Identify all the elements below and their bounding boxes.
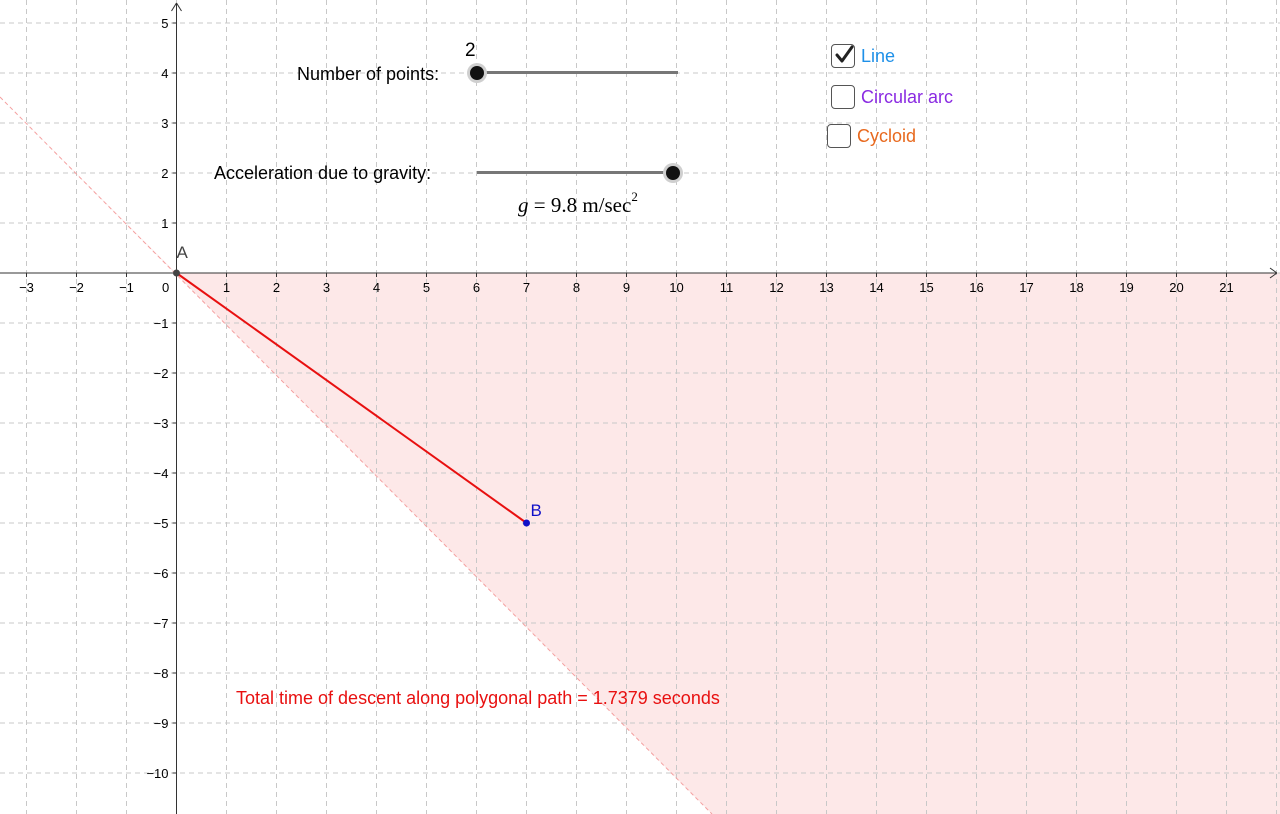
y-tick-label: −10 (146, 766, 168, 781)
y-tick-label: 5 (161, 16, 168, 31)
y-axis-arrow (176, 2, 182, 12)
circular-arc-checkbox-label[interactable]: Circular arc (861, 87, 954, 107)
x-tick-label: 4 (373, 280, 380, 295)
gravity-slider-track[interactable] (477, 171, 673, 174)
x-tick-label: 21 (1219, 280, 1233, 295)
point-b[interactable] (523, 519, 530, 527)
gravity-slider-knob[interactable] (666, 166, 680, 180)
y-axis-tick-labels: 5 4 3 2 1 −1 −2 −3 −4 −5 −6 −7 −8 −9 −10 (146, 16, 168, 781)
x-tick-label: 3 (323, 280, 330, 295)
x-tick-label: 11 (720, 280, 734, 295)
x-tick-label: 5 (423, 280, 430, 295)
y-axis-arrow (171, 2, 177, 12)
y-tick-label: −1 (154, 316, 169, 331)
y-tick-label: −6 (154, 566, 169, 581)
point-a-label: A (177, 243, 189, 262)
descent-time-result: Total time of descent along polygonal pa… (236, 688, 720, 708)
gravity-slider-label: Acceleration due to gravity: (214, 163, 432, 183)
x-tick-label: 6 (473, 280, 480, 295)
point-a[interactable] (173, 269, 180, 277)
y-tick-label: 4 (161, 66, 168, 81)
y-tick-label: −7 (154, 616, 169, 631)
formula-variable: g (518, 193, 529, 217)
gravity-formula: g = 9.8 m/sec2 (518, 189, 638, 218)
y-tick-label: 1 (161, 216, 168, 231)
y-tick-label: −4 (154, 466, 169, 481)
x-tick-label: 20 (1169, 280, 1183, 295)
points-slider-value: 2 (465, 40, 476, 61)
circular-arc-checkbox[interactable] (831, 85, 855, 109)
y-tick-label: −9 (154, 716, 169, 731)
y-tick-label: −5 (154, 516, 169, 531)
points-slider-knob[interactable] (470, 66, 484, 80)
x-tick-label: −1 (119, 280, 134, 295)
x-tick-label: 13 (819, 280, 833, 295)
feasible-region (0, 97, 1280, 814)
y-tick-label: −2 (154, 366, 169, 381)
y-tick-label: −8 (154, 666, 169, 681)
x-tick-label: 2 (273, 280, 280, 295)
x-tick-label: −2 (69, 280, 84, 295)
cycloid-checkbox-label[interactable]: Cycloid (857, 126, 917, 146)
line-checkbox-label[interactable]: Line (861, 46, 896, 66)
x-tick-label: −3 (19, 280, 34, 295)
x-axis-arrow (1269, 272, 1278, 279)
x-tick-label: 15 (919, 280, 933, 295)
x-tick-label: 12 (769, 280, 783, 295)
x-axis-arrow (1269, 267, 1278, 274)
line-checkbox[interactable] (831, 44, 855, 68)
formula-exponent: 2 (631, 189, 638, 204)
x-tick-label: 16 (969, 280, 983, 295)
y-tick-label: 2 (161, 166, 168, 181)
cycloid-checkbox[interactable] (827, 124, 851, 148)
point-b-label: B (531, 501, 542, 520)
formula-value: = 9.8 m/sec (528, 193, 632, 217)
x-axis-tick-labels: −3 −2 −1 1 2 3 4 5 6 7 8 9 10 11 12 13 14 15 16 17 18 19 20 21 (19, 280, 1234, 295)
y-tick-label: 3 (161, 116, 168, 131)
x-tick-label: 1 (223, 280, 230, 295)
x-tick-label: 9 (623, 280, 630, 295)
x-tick-label: 8 (573, 280, 580, 295)
x-tick-label: 19 (1119, 280, 1133, 295)
region-boundary-line (0, 96, 713, 814)
x-tick-label: 7 (523, 280, 530, 295)
x-tick-label: 17 (1019, 280, 1033, 295)
points-slider-track[interactable] (477, 71, 678, 74)
x-tick-label: 18 (1069, 280, 1083, 295)
points-slider-label: Number of points: (297, 64, 440, 84)
y-tick-label: −3 (154, 416, 169, 431)
polygonal-path-line (175, 272, 528, 524)
x-tick-label: 10 (669, 280, 683, 295)
origin-label: 0 (162, 280, 169, 295)
checkmark-icon (835, 45, 854, 63)
x-tick-label: 14 (869, 280, 883, 295)
